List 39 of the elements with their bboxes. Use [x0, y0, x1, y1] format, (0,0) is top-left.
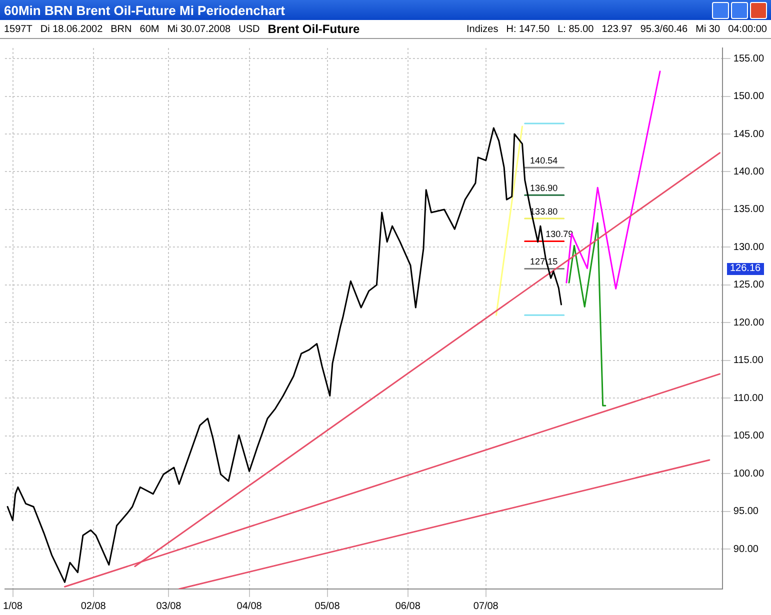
- y-tick-label: 150.00: [733, 91, 764, 102]
- chart-subtitle: Brent Oil-Future: [268, 22, 360, 36]
- y-tick-label: 115.00: [733, 355, 764, 366]
- text: USD: [238, 24, 260, 34]
- text: H: 147.50: [506, 24, 550, 34]
- text: Indizes: [466, 24, 498, 34]
- text: 126.16: [727, 263, 764, 275]
- y-tick-label: 105.00: [733, 430, 764, 442]
- y-tick-label: 135.00: [733, 204, 764, 216]
- x-tick-label: 04/08: [236, 600, 262, 612]
- text: Mi 30.07.2008: [167, 24, 231, 34]
- text: 04:00:00: [728, 24, 767, 34]
- x-tick-label: 02/08: [80, 600, 106, 612]
- annotation: 140.54: [530, 156, 558, 166]
- text: 1597T: [4, 24, 32, 34]
- y-tick-label: 140.00: [733, 166, 764, 178]
- y-tick-label: 155.00: [733, 53, 764, 64]
- text: 60M: [140, 24, 160, 34]
- y-tick-label: 90.00: [733, 544, 759, 555]
- text: 123.97: [602, 24, 632, 34]
- x-tick-label: 1/08: [3, 600, 23, 612]
- y-tick-label: 145.00: [733, 128, 764, 140]
- text: BRN: [110, 24, 132, 34]
- chart-title: 60Min BRN Brent Oil-Future Mi Periodenchart: [4, 2, 285, 18]
- y-tick-label: 120.00: [733, 317, 764, 328]
- x-tick-label: 07/08: [473, 600, 499, 612]
- x-tick-label: 05/08: [314, 600, 340, 612]
- y-tick-label: 95.00: [733, 506, 759, 518]
- y-tick-label: 100.00: [733, 468, 764, 480]
- x-tick-label: 06/08: [395, 600, 421, 612]
- text: Mi 30: [696, 24, 720, 34]
- text: 95.3/60.46: [640, 24, 688, 34]
- annotation: 136.90: [530, 183, 558, 194]
- y-tick-label: 110.00: [733, 392, 764, 404]
- text: Di 18.06.2002: [40, 24, 103, 34]
- y-tick-label: 125.00: [733, 280, 764, 291]
- x-tick-label: 03/08: [156, 600, 182, 612]
- y-tick-label: 130.00: [733, 242, 764, 253]
- text: L: 85.00: [558, 24, 594, 34]
